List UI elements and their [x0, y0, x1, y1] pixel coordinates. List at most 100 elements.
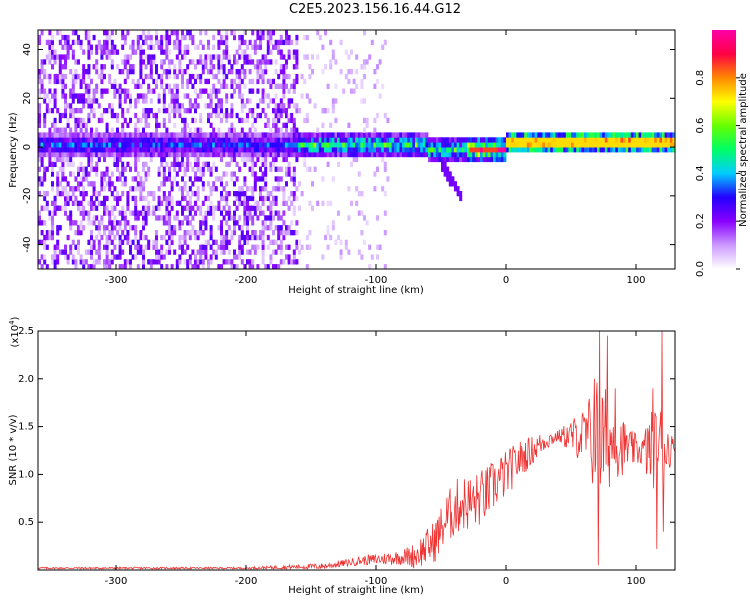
heat-cell	[373, 171, 377, 177]
heat-cell	[142, 30, 145, 36]
heat-cell	[97, 44, 101, 50]
heat-cell	[238, 254, 242, 260]
heat-cell	[134, 215, 138, 221]
heat-cell	[290, 127, 294, 133]
heat-cell	[121, 147, 125, 153]
heat-cell	[511, 147, 515, 153]
heat-cell	[162, 191, 166, 197]
heat-cell	[74, 59, 78, 65]
heat-cell	[87, 73, 91, 80]
heat-cell	[659, 147, 663, 153]
heat-cell	[144, 93, 148, 99]
heat-cell	[282, 69, 286, 75]
heat-cell	[199, 225, 203, 231]
heat-cell	[331, 108, 335, 114]
heat-cell	[220, 234, 223, 241]
heat-cell	[56, 151, 60, 158]
heat-cell	[183, 186, 187, 192]
heat-cell	[261, 230, 265, 236]
heat-cell	[214, 249, 218, 255]
heat-cell	[139, 142, 143, 148]
heat-cell	[95, 142, 99, 148]
heat-cell	[186, 132, 190, 138]
heat-cell	[183, 122, 187, 128]
heat-cell	[321, 147, 325, 153]
heat-cell	[175, 181, 179, 187]
heat-cell	[365, 137, 369, 143]
heat-cell	[43, 195, 47, 202]
heat-cell	[456, 186, 460, 192]
heat-cell	[126, 69, 130, 75]
heat-cell	[118, 239, 122, 245]
heat-cell	[253, 205, 257, 211]
heat-cell	[422, 132, 426, 138]
heat-cell	[529, 142, 533, 148]
heat-cell	[225, 244, 229, 250]
heat-cell	[181, 34, 184, 41]
heat-cell	[214, 88, 218, 94]
heat-cell	[363, 98, 366, 104]
heat-cell	[134, 127, 138, 133]
heat-cell	[259, 210, 262, 216]
heat-cell	[194, 151, 197, 158]
heat-cell	[199, 78, 203, 85]
heat-cell	[45, 93, 49, 99]
heat-cell	[246, 225, 249, 231]
heat-cell	[183, 117, 187, 124]
colorbar-gradient	[712, 30, 736, 269]
heat-cell	[188, 98, 192, 104]
heat-cell	[108, 73, 112, 80]
heat-cell	[71, 171, 75, 177]
heat-cell	[256, 234, 260, 241]
heat-cell	[100, 64, 104, 70]
heat-cell	[240, 259, 244, 265]
heat-cell	[56, 191, 60, 197]
heat-cell	[168, 88, 171, 94]
heat-cell	[459, 137, 463, 143]
heat-cell	[181, 176, 184, 182]
heat-cell	[183, 249, 187, 255]
heat-cell	[376, 166, 379, 172]
heat-cell	[181, 195, 184, 202]
heat-cell	[61, 88, 65, 94]
heat-cell	[136, 78, 140, 85]
heat-cell	[204, 78, 208, 85]
heat-cell	[209, 234, 213, 241]
heat-cell	[144, 244, 148, 250]
heat-cell	[240, 191, 244, 197]
heat-cell	[173, 83, 177, 89]
heat-cell	[295, 49, 299, 55]
heat-cell	[227, 239, 231, 245]
heat-cell	[168, 200, 171, 206]
heat-cell	[113, 83, 117, 89]
heat-cell	[51, 137, 54, 143]
heat-cell	[495, 156, 499, 163]
heat-cell	[178, 108, 182, 114]
heat-cell	[407, 151, 411, 158]
heat-cell	[188, 142, 192, 148]
heat-cell	[79, 98, 83, 104]
heat-cell	[532, 132, 535, 138]
heat-cell	[58, 151, 62, 158]
heat-cell	[147, 83, 151, 89]
heat-cell	[238, 137, 242, 143]
heat-cell	[217, 44, 221, 50]
heat-cell	[292, 147, 296, 153]
y-tick-label: 20	[22, 92, 33, 105]
heat-cell	[97, 137, 101, 143]
heat-cell	[350, 137, 353, 143]
heat-cell	[157, 205, 161, 211]
heat-cell	[365, 117, 369, 124]
heat-cell	[84, 69, 88, 75]
heat-cell	[165, 108, 169, 114]
heat-cell	[295, 195, 299, 202]
heat-cell	[604, 147, 608, 153]
heat-cell	[38, 122, 41, 128]
heat-cell	[134, 205, 138, 211]
heat-cell	[134, 254, 138, 260]
heat-cell	[77, 117, 80, 124]
heat-cell	[69, 132, 73, 138]
heat-cell	[162, 142, 166, 148]
heat-cell	[131, 151, 135, 158]
